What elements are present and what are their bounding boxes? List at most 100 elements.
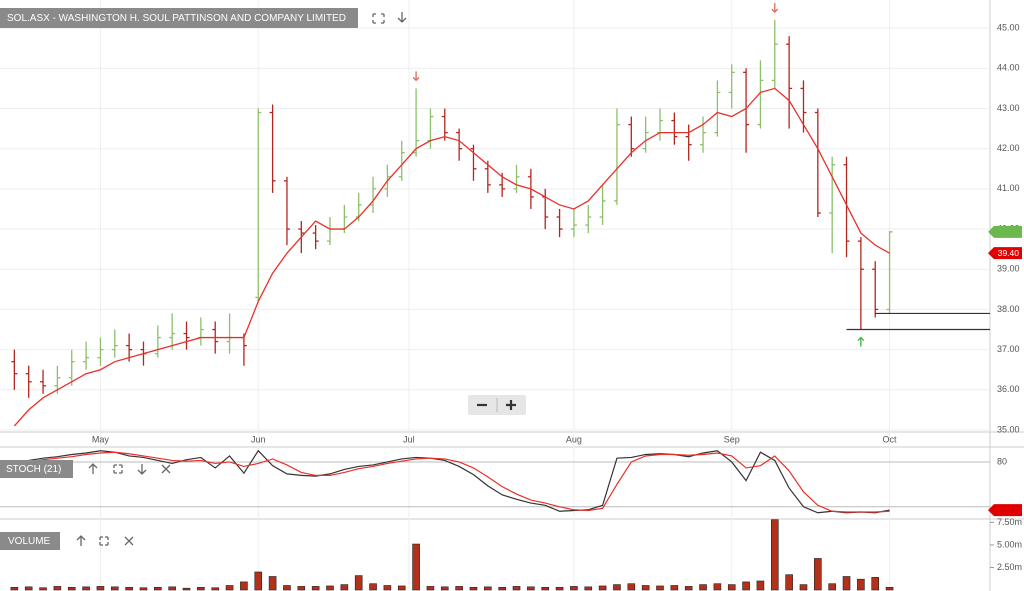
title-bg xyxy=(0,8,358,28)
volume-bar xyxy=(426,586,435,591)
volume-bar xyxy=(53,586,62,591)
y-tick-label: 80 xyxy=(997,456,1007,466)
close-icon[interactable] xyxy=(124,536,134,546)
volume-bar xyxy=(39,587,47,591)
close-icon[interactable] xyxy=(161,464,171,474)
volume-bar xyxy=(82,586,90,591)
volume-bar xyxy=(613,584,621,591)
y-tick-label: 43.00 xyxy=(997,103,1020,113)
volume-bar xyxy=(684,586,693,591)
volume-bar xyxy=(498,586,506,591)
volume-bar xyxy=(727,584,736,591)
signal-arrow xyxy=(771,3,779,13)
expand-icon[interactable] xyxy=(113,464,123,474)
volume-bar xyxy=(756,580,765,591)
panel-title: VOLUME xyxy=(8,536,51,547)
volume-bar xyxy=(10,586,19,591)
zoom-control[interactable] xyxy=(468,395,526,415)
volume-bar xyxy=(570,586,578,591)
volume-bar xyxy=(340,584,349,591)
y-tick-label: 38.00 xyxy=(997,304,1020,314)
volume-bar xyxy=(799,584,808,591)
chart-title: SOL.ASX - WASHINGTON H. SOUL PATTINSON A… xyxy=(7,13,346,24)
volume-bar xyxy=(240,581,248,591)
volume-bar xyxy=(211,587,220,591)
price-tag xyxy=(988,504,1022,517)
y-tick-label: 44.00 xyxy=(997,63,1020,73)
volume-bar xyxy=(842,576,851,591)
signal-arrow xyxy=(857,336,865,347)
volume-bar xyxy=(197,586,205,591)
volume-bar xyxy=(67,586,76,591)
volume-bar xyxy=(555,586,564,591)
volume-bar xyxy=(857,578,865,591)
volume-bar xyxy=(110,586,119,591)
x-tick-label: Aug xyxy=(566,434,582,444)
x-tick-label: Oct xyxy=(883,434,898,444)
volume-bar xyxy=(785,574,793,591)
volume-bar xyxy=(814,558,822,591)
volume-bar xyxy=(297,586,306,591)
y-tick-label: 41.00 xyxy=(997,183,1020,193)
volume-bar xyxy=(584,586,593,591)
volume-bar xyxy=(397,585,406,591)
x-tick-label: May xyxy=(92,434,110,444)
move-up-icon[interactable] xyxy=(88,463,98,474)
price-tag xyxy=(988,247,1022,260)
volume-bar xyxy=(885,586,894,591)
volume-bar xyxy=(656,585,664,591)
volume-bar xyxy=(268,576,277,591)
y-tick-label: 2.50m xyxy=(997,562,1022,572)
volume-bar xyxy=(527,586,535,591)
volume-bar xyxy=(326,585,334,591)
volume-bar xyxy=(182,587,191,591)
volume-bar xyxy=(512,586,521,591)
x-tick-label: Jul xyxy=(403,434,415,444)
price-tag xyxy=(988,225,1022,238)
stoch-box: STOCH (21) xyxy=(0,460,73,478)
move-down-icon[interactable] xyxy=(397,12,407,23)
volume-bar xyxy=(24,586,33,591)
volume-bar xyxy=(455,586,463,591)
title-icons[interactable] xyxy=(372,12,407,24)
volume-bar xyxy=(598,585,607,591)
expand-icon[interactable] xyxy=(372,13,385,24)
move-down-icon[interactable] xyxy=(137,464,147,475)
y-tick-label: 36.00 xyxy=(997,384,1020,394)
volume-bg xyxy=(0,532,60,550)
stoch-line xyxy=(14,449,890,514)
y-tick-label: 7.50m xyxy=(997,517,1022,527)
volume-bar xyxy=(383,585,392,591)
y-tick-label: 45.00 xyxy=(997,23,1020,33)
volume-icons[interactable] xyxy=(76,535,134,546)
volume-bar xyxy=(670,585,679,591)
volume-bar xyxy=(311,586,320,591)
volume-bar xyxy=(627,583,636,591)
volume-bar xyxy=(154,586,162,591)
ema-line xyxy=(13,87,890,427)
volume-bar xyxy=(168,586,176,591)
y-tick-label: 39.00 xyxy=(997,264,1020,274)
zoom-in-button[interactable] xyxy=(506,400,516,410)
title-box: SOL.ASX - WASHINGTON H. SOUL PATTINSON A… xyxy=(0,8,358,28)
volume-bar xyxy=(369,583,377,591)
volume-bar xyxy=(713,583,722,591)
volume-bar xyxy=(541,586,550,591)
stoch-bg xyxy=(0,460,73,478)
signal-arrow xyxy=(412,71,420,82)
stoch-line xyxy=(14,451,890,513)
volume-bar xyxy=(484,586,492,591)
stoch-icons[interactable] xyxy=(88,463,171,475)
volume-bar xyxy=(225,585,234,591)
volume-box: VOLUME xyxy=(0,532,60,550)
volume-bar xyxy=(440,586,449,591)
volume-bar xyxy=(139,587,148,591)
expand-icon[interactable] xyxy=(99,536,109,546)
volume-bar xyxy=(254,571,263,591)
volume-bar xyxy=(699,584,707,591)
move-up-icon[interactable] xyxy=(76,535,86,546)
